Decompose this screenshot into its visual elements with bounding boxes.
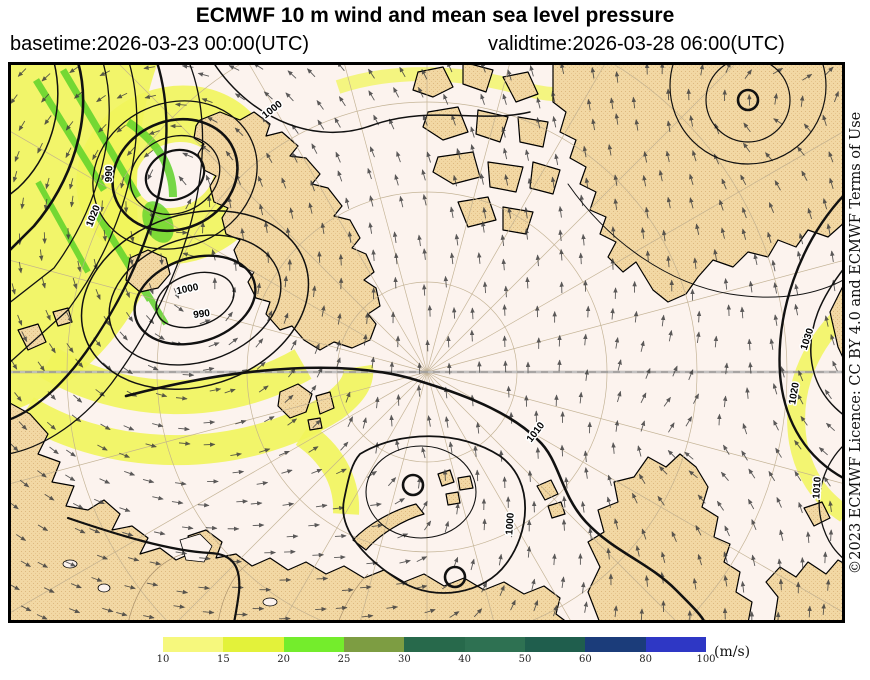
colorbar-segment bbox=[524, 637, 586, 652]
colorbar-segment bbox=[464, 637, 525, 652]
page-title: ECMWF 10 m wind and mean sea level press… bbox=[195, 4, 675, 27]
colorbar-tick: 15 bbox=[216, 654, 230, 665]
isobar-label: 1010 bbox=[811, 476, 824, 499]
colorbar-segment bbox=[404, 637, 465, 652]
copyright-sidebar: ©2023 ECMWF Licence: CC BY 4.0 and ECMWF… bbox=[843, 62, 869, 623]
wind-speed-colorbar bbox=[163, 637, 706, 652]
colorbar-tick: 50 bbox=[518, 654, 532, 665]
colorbar-segment bbox=[585, 637, 646, 652]
colorbar-tick: 10 bbox=[156, 654, 170, 665]
country-borders bbox=[127, 553, 369, 623]
colorbar-segment bbox=[163, 637, 224, 652]
colorbar-segment bbox=[343, 637, 405, 652]
colorbar-tick: 100 bbox=[696, 654, 716, 665]
colorbar-segment bbox=[223, 637, 284, 652]
colorbar-segment bbox=[283, 637, 344, 652]
colorbar-tick: 20 bbox=[277, 654, 291, 665]
isobar-label: 1000 bbox=[504, 512, 517, 535]
colorbar-tick-labels: 10 15 20 25 30 40 50 60 80 100 bbox=[157, 654, 716, 668]
map-border bbox=[8, 62, 845, 623]
colorbar-unit-label: (m/s) bbox=[714, 644, 751, 660]
isobar-layer bbox=[8, 62, 845, 623]
basetime-label: basetime:2026-03-23 00:00(UTC) bbox=[10, 33, 310, 55]
copyright-text: ©2023 ECMWF Licence: CC BY 4.0 and ECMWF… bbox=[848, 111, 864, 574]
colorbar-tick: 25 bbox=[337, 654, 351, 665]
weather-map: 1020 990 1000 1000 990 1010 1000 1030 1020 1010 bbox=[8, 62, 845, 623]
pressure-center-marker bbox=[401, 473, 425, 497]
pressure-centers-layer bbox=[401, 88, 760, 589]
colorbar-tick: 30 bbox=[397, 654, 411, 665]
colorbar-tick: 40 bbox=[458, 654, 472, 665]
colorbar-segment bbox=[645, 637, 706, 652]
colorbar-tick: 60 bbox=[578, 654, 592, 665]
isobar-label: 990 bbox=[193, 308, 211, 321]
pressure-center-marker bbox=[736, 88, 760, 112]
validtime-label: validtime:2026-03-28 06:00(UTC) bbox=[488, 33, 785, 55]
colorbar-tick: 80 bbox=[639, 654, 653, 665]
pressure-center-marker bbox=[443, 565, 467, 589]
isobar-label: 990 bbox=[104, 165, 116, 182]
wind-arrows-layer bbox=[9, 62, 839, 623]
